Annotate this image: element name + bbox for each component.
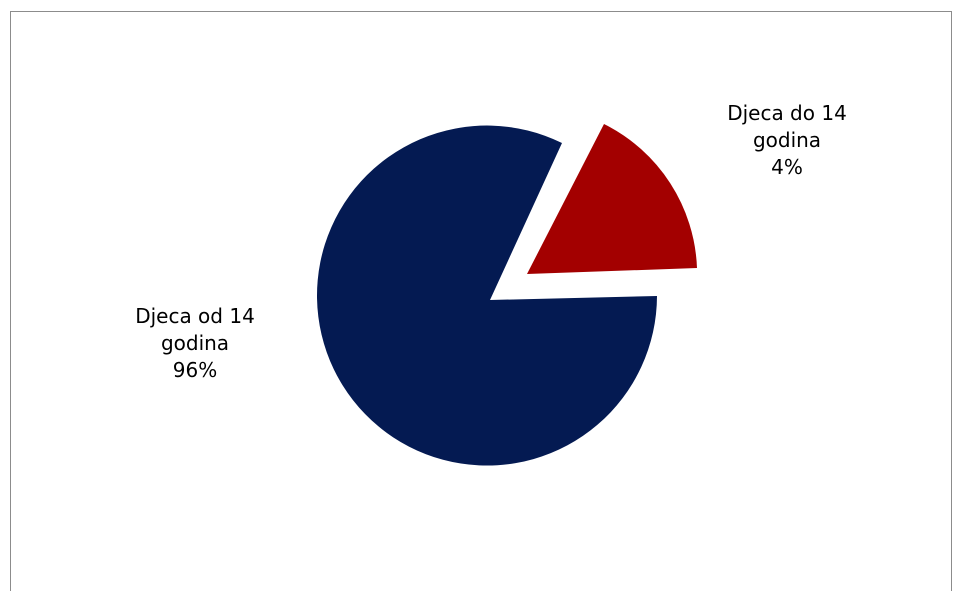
slice-label-line2: godina bbox=[160, 331, 230, 355]
slice-label-djeca-do-14: Djeca do 14 godina 4% bbox=[712, 100, 862, 181]
slice-label-djeca-od-14: Djeca od 14 godina 96% bbox=[120, 303, 270, 384]
slice-label-line1: Djeca od 14 bbox=[135, 304, 255, 328]
pie-slice-djeca-od-14 bbox=[317, 125, 657, 466]
slice-percent-label: 4% bbox=[771, 155, 803, 179]
slice-label-line2: godina bbox=[752, 128, 822, 152]
pie-slice-djeca-do-14 bbox=[527, 124, 697, 274]
slice-label-line1: Djeca do 14 bbox=[727, 101, 847, 125]
slice-percent-label: 96% bbox=[172, 358, 218, 382]
